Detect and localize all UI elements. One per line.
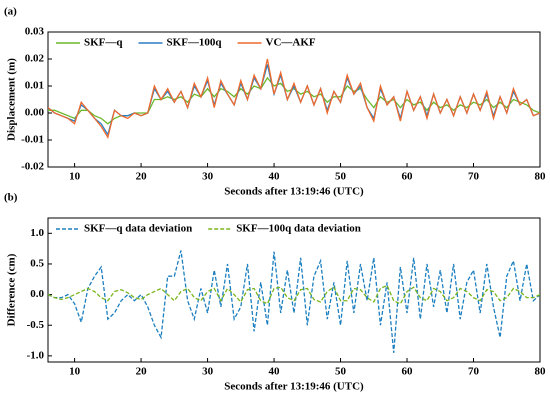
x-tick-label: 50 (335, 171, 347, 183)
y-tick-label: 0.0 (30, 288, 44, 300)
x-tick-label: 50 (335, 366, 347, 378)
legend-label: SKF—100q data deviation (236, 223, 361, 235)
x-tick-label: 80 (535, 171, 547, 183)
plot-lines (48, 250, 540, 353)
y-tick-label: -1.0 (27, 349, 45, 361)
y-tick-label: 0.02 (25, 53, 45, 65)
y-axis-label: Difference (cm) (6, 253, 18, 326)
panel-label: (a) (4, 6, 17, 18)
x-tick-label: 10 (69, 366, 81, 378)
x-tick-label: 40 (269, 171, 281, 183)
series-line (48, 64, 540, 137)
x-tick-label: 30 (202, 366, 214, 378)
y-tick-label: -0.5 (27, 319, 45, 331)
x-tick-label: 60 (402, 366, 414, 378)
y-tick-label: 1.0 (30, 227, 44, 239)
x-tick-label: 70 (468, 171, 480, 183)
series-line (48, 58, 540, 139)
legend-label: VC—AKF (266, 37, 316, 49)
panel-label: (b) (4, 192, 18, 204)
y-tick-label: -0.01 (21, 134, 44, 146)
legend-label: SKF—q data deviation (84, 223, 192, 235)
x-tick-label: 60 (402, 171, 414, 183)
y-tick-label: 0.03 (25, 26, 45, 38)
plot-lines (48, 58, 540, 139)
y-tick-label: -0.02 (21, 161, 44, 173)
y-axis-label: Displacement (m) (6, 58, 18, 141)
y-tick-label: 0.00 (25, 107, 45, 119)
legend-label: SKF—q (84, 37, 123, 49)
x-tick-label: 70 (468, 366, 480, 378)
x-tick-label: 20 (136, 171, 148, 183)
x-axis-label: Seconds after 13:19:46 (UTC) (224, 186, 364, 198)
x-axis-label: Seconds after 13:19:46 (UTC) (224, 381, 364, 393)
x-tick-label: 40 (269, 366, 281, 378)
x-tick-label: 30 (202, 171, 214, 183)
x-tick-label: 20 (136, 366, 148, 378)
plot-frame (47, 31, 541, 168)
legend-label: SKF—100q (167, 37, 223, 49)
x-tick-label: 10 (69, 171, 81, 183)
series-line (48, 250, 540, 353)
series-line (48, 284, 540, 305)
x-tick-label: 80 (535, 366, 547, 378)
y-tick-label: 0.5 (30, 257, 44, 269)
y-tick-label: 0.01 (25, 80, 44, 92)
plot-frame (47, 217, 541, 363)
